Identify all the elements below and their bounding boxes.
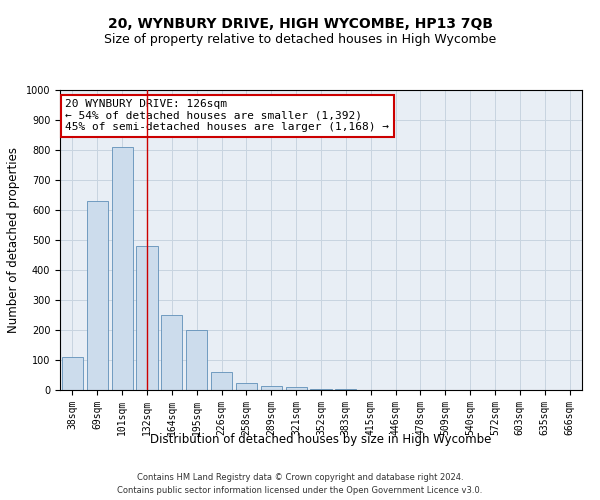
Bar (261, 386, 282, 390)
Bar (236, 382, 257, 390)
Bar (112, 147, 133, 390)
Bar (335, 389, 356, 390)
Text: Size of property relative to detached houses in High Wycombe: Size of property relative to detached ho… (104, 32, 496, 46)
Bar (211, 372, 232, 390)
Text: 20 WYNBURY DRIVE: 126sqm
← 54% of detached houses are smaller (1,392)
45% of sem: 20 WYNBURY DRIVE: 126sqm ← 54% of detach… (65, 99, 389, 132)
Bar (286, 387, 307, 390)
Bar (310, 388, 332, 390)
Text: Contains HM Land Registry data © Crown copyright and database right 2024.: Contains HM Land Registry data © Crown c… (137, 472, 463, 482)
Text: 20, WYNBURY DRIVE, HIGH WYCOMBE, HP13 7QB: 20, WYNBURY DRIVE, HIGH WYCOMBE, HP13 7Q… (107, 18, 493, 32)
Bar (87, 201, 108, 390)
Bar (62, 357, 83, 390)
Text: Contains public sector information licensed under the Open Government Licence v3: Contains public sector information licen… (118, 486, 482, 495)
Bar (186, 330, 207, 390)
Y-axis label: Number of detached properties: Number of detached properties (7, 147, 20, 333)
Bar (136, 246, 158, 390)
Bar (161, 315, 182, 390)
Text: Distribution of detached houses by size in High Wycombe: Distribution of detached houses by size … (151, 432, 491, 446)
